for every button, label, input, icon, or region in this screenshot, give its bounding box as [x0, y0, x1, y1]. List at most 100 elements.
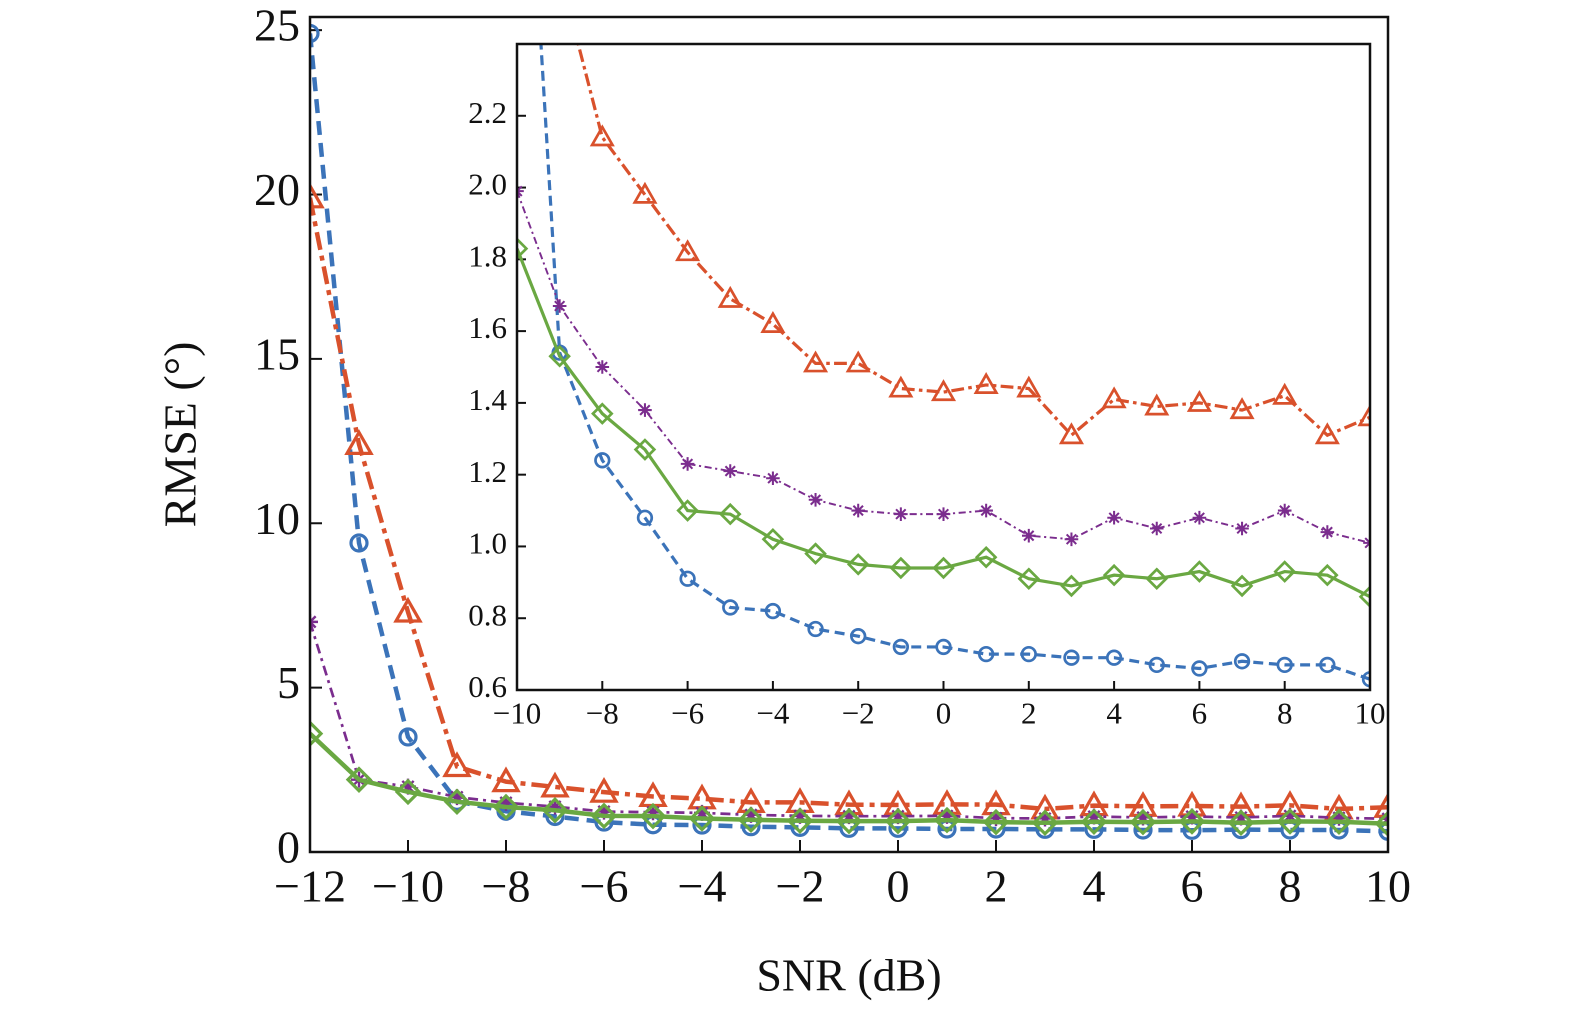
marker — [1016, 375, 1042, 398]
marker — [932, 556, 955, 580]
y-tick-label: 15 — [254, 328, 300, 379]
plot-area — [517, 44, 1370, 690]
chart: −10 −8 −6 −4 −2 0 2 4 6 8 10 0.6 0.8 1.0 1.2 1.4 1.6 1.8 2… — [468, 42, 1386, 730]
marker — [1188, 560, 1211, 583]
y-tick-label: 1.4 — [468, 382, 507, 417]
marker — [786, 807, 814, 835]
marker — [517, 237, 529, 260]
marker — [977, 645, 995, 663]
marker — [1192, 510, 1207, 525]
marker — [764, 602, 782, 620]
marker — [760, 310, 786, 333]
marker — [595, 360, 610, 374]
marker — [398, 727, 418, 747]
marker — [1020, 645, 1037, 663]
marker — [632, 181, 658, 204]
marker — [1229, 397, 1255, 420]
y-tick-label: 1.6 — [468, 310, 507, 345]
marker — [310, 182, 325, 209]
marker — [1325, 808, 1353, 836]
x-tick-label: 4 — [1106, 695, 1122, 730]
marker — [1144, 393, 1170, 416]
marker — [1374, 810, 1388, 837]
x-tick-label: 8 — [1279, 861, 1302, 912]
marker — [1227, 809, 1255, 837]
marker — [1022, 528, 1036, 543]
marker — [1129, 808, 1157, 836]
marker — [939, 807, 955, 824]
marker — [636, 509, 654, 526]
x-tick-label: −4 — [678, 861, 727, 912]
marker — [1031, 809, 1059, 837]
marker — [1230, 574, 1254, 598]
marker — [1233, 809, 1249, 826]
marker — [1276, 656, 1293, 674]
marker — [723, 464, 738, 478]
x-tick-label: −2 — [842, 695, 875, 730]
y-tick-label: 1.0 — [468, 526, 507, 561]
marker — [349, 533, 369, 553]
x-axis-label: SNR (dB) — [756, 950, 941, 1001]
marker — [717, 285, 743, 308]
y-tick-label: 25 — [254, 0, 300, 51]
marker — [1319, 656, 1336, 674]
marker — [1105, 649, 1123, 666]
y-axis-label: RMSE (°) — [155, 342, 206, 528]
marker — [1037, 810, 1053, 827]
marker — [590, 802, 618, 830]
marker — [310, 23, 320, 44]
marker — [974, 545, 998, 569]
marker — [1149, 521, 1164, 536]
marker — [1357, 404, 1370, 427]
marker — [1101, 386, 1127, 409]
x-tick-label: 6 — [1181, 861, 1204, 912]
marker — [1314, 422, 1340, 445]
marker — [1102, 563, 1126, 587]
marker — [1086, 808, 1102, 825]
marker — [1145, 567, 1169, 591]
x-tick-label: −2 — [776, 861, 825, 912]
marker — [1331, 809, 1347, 826]
marker — [1178, 808, 1206, 835]
marker — [888, 375, 914, 398]
x-tick-label: 0 — [887, 861, 910, 912]
marker — [633, 438, 657, 461]
marker — [498, 794, 514, 811]
series-line — [310, 621, 1388, 821]
x-tick-label: 2 — [1021, 695, 1037, 730]
y-tick-label: 20 — [254, 164, 300, 215]
marker — [591, 402, 614, 425]
marker — [1277, 503, 1292, 518]
marker — [393, 596, 423, 623]
marker — [400, 778, 416, 795]
marker — [310, 720, 324, 747]
marker — [1186, 389, 1212, 412]
marker — [933, 806, 961, 834]
y-tick-label: 1.2 — [468, 454, 507, 489]
marker — [694, 804, 710, 821]
marker — [1373, 792, 1388, 818]
marker — [807, 620, 824, 638]
marker — [1320, 525, 1335, 539]
marker — [988, 810, 1004, 827]
marker — [850, 628, 867, 645]
marker — [1273, 560, 1296, 583]
marker — [761, 527, 785, 551]
marker — [1017, 567, 1041, 591]
marker — [394, 778, 422, 806]
x-tick-label: −8 — [482, 861, 531, 912]
marker — [540, 771, 570, 798]
marker — [1184, 808, 1200, 825]
marker — [589, 776, 619, 803]
x-tick-label: 6 — [1192, 695, 1208, 730]
marker — [1282, 807, 1298, 824]
marker — [1276, 808, 1304, 835]
marker — [1060, 574, 1083, 598]
series-line — [539, 44, 1370, 681]
marker — [889, 556, 913, 580]
marker — [596, 803, 612, 820]
series-line — [576, 44, 1370, 438]
marker — [1058, 422, 1084, 445]
y-tick-label: 0.6 — [468, 669, 507, 704]
marker — [936, 507, 951, 521]
